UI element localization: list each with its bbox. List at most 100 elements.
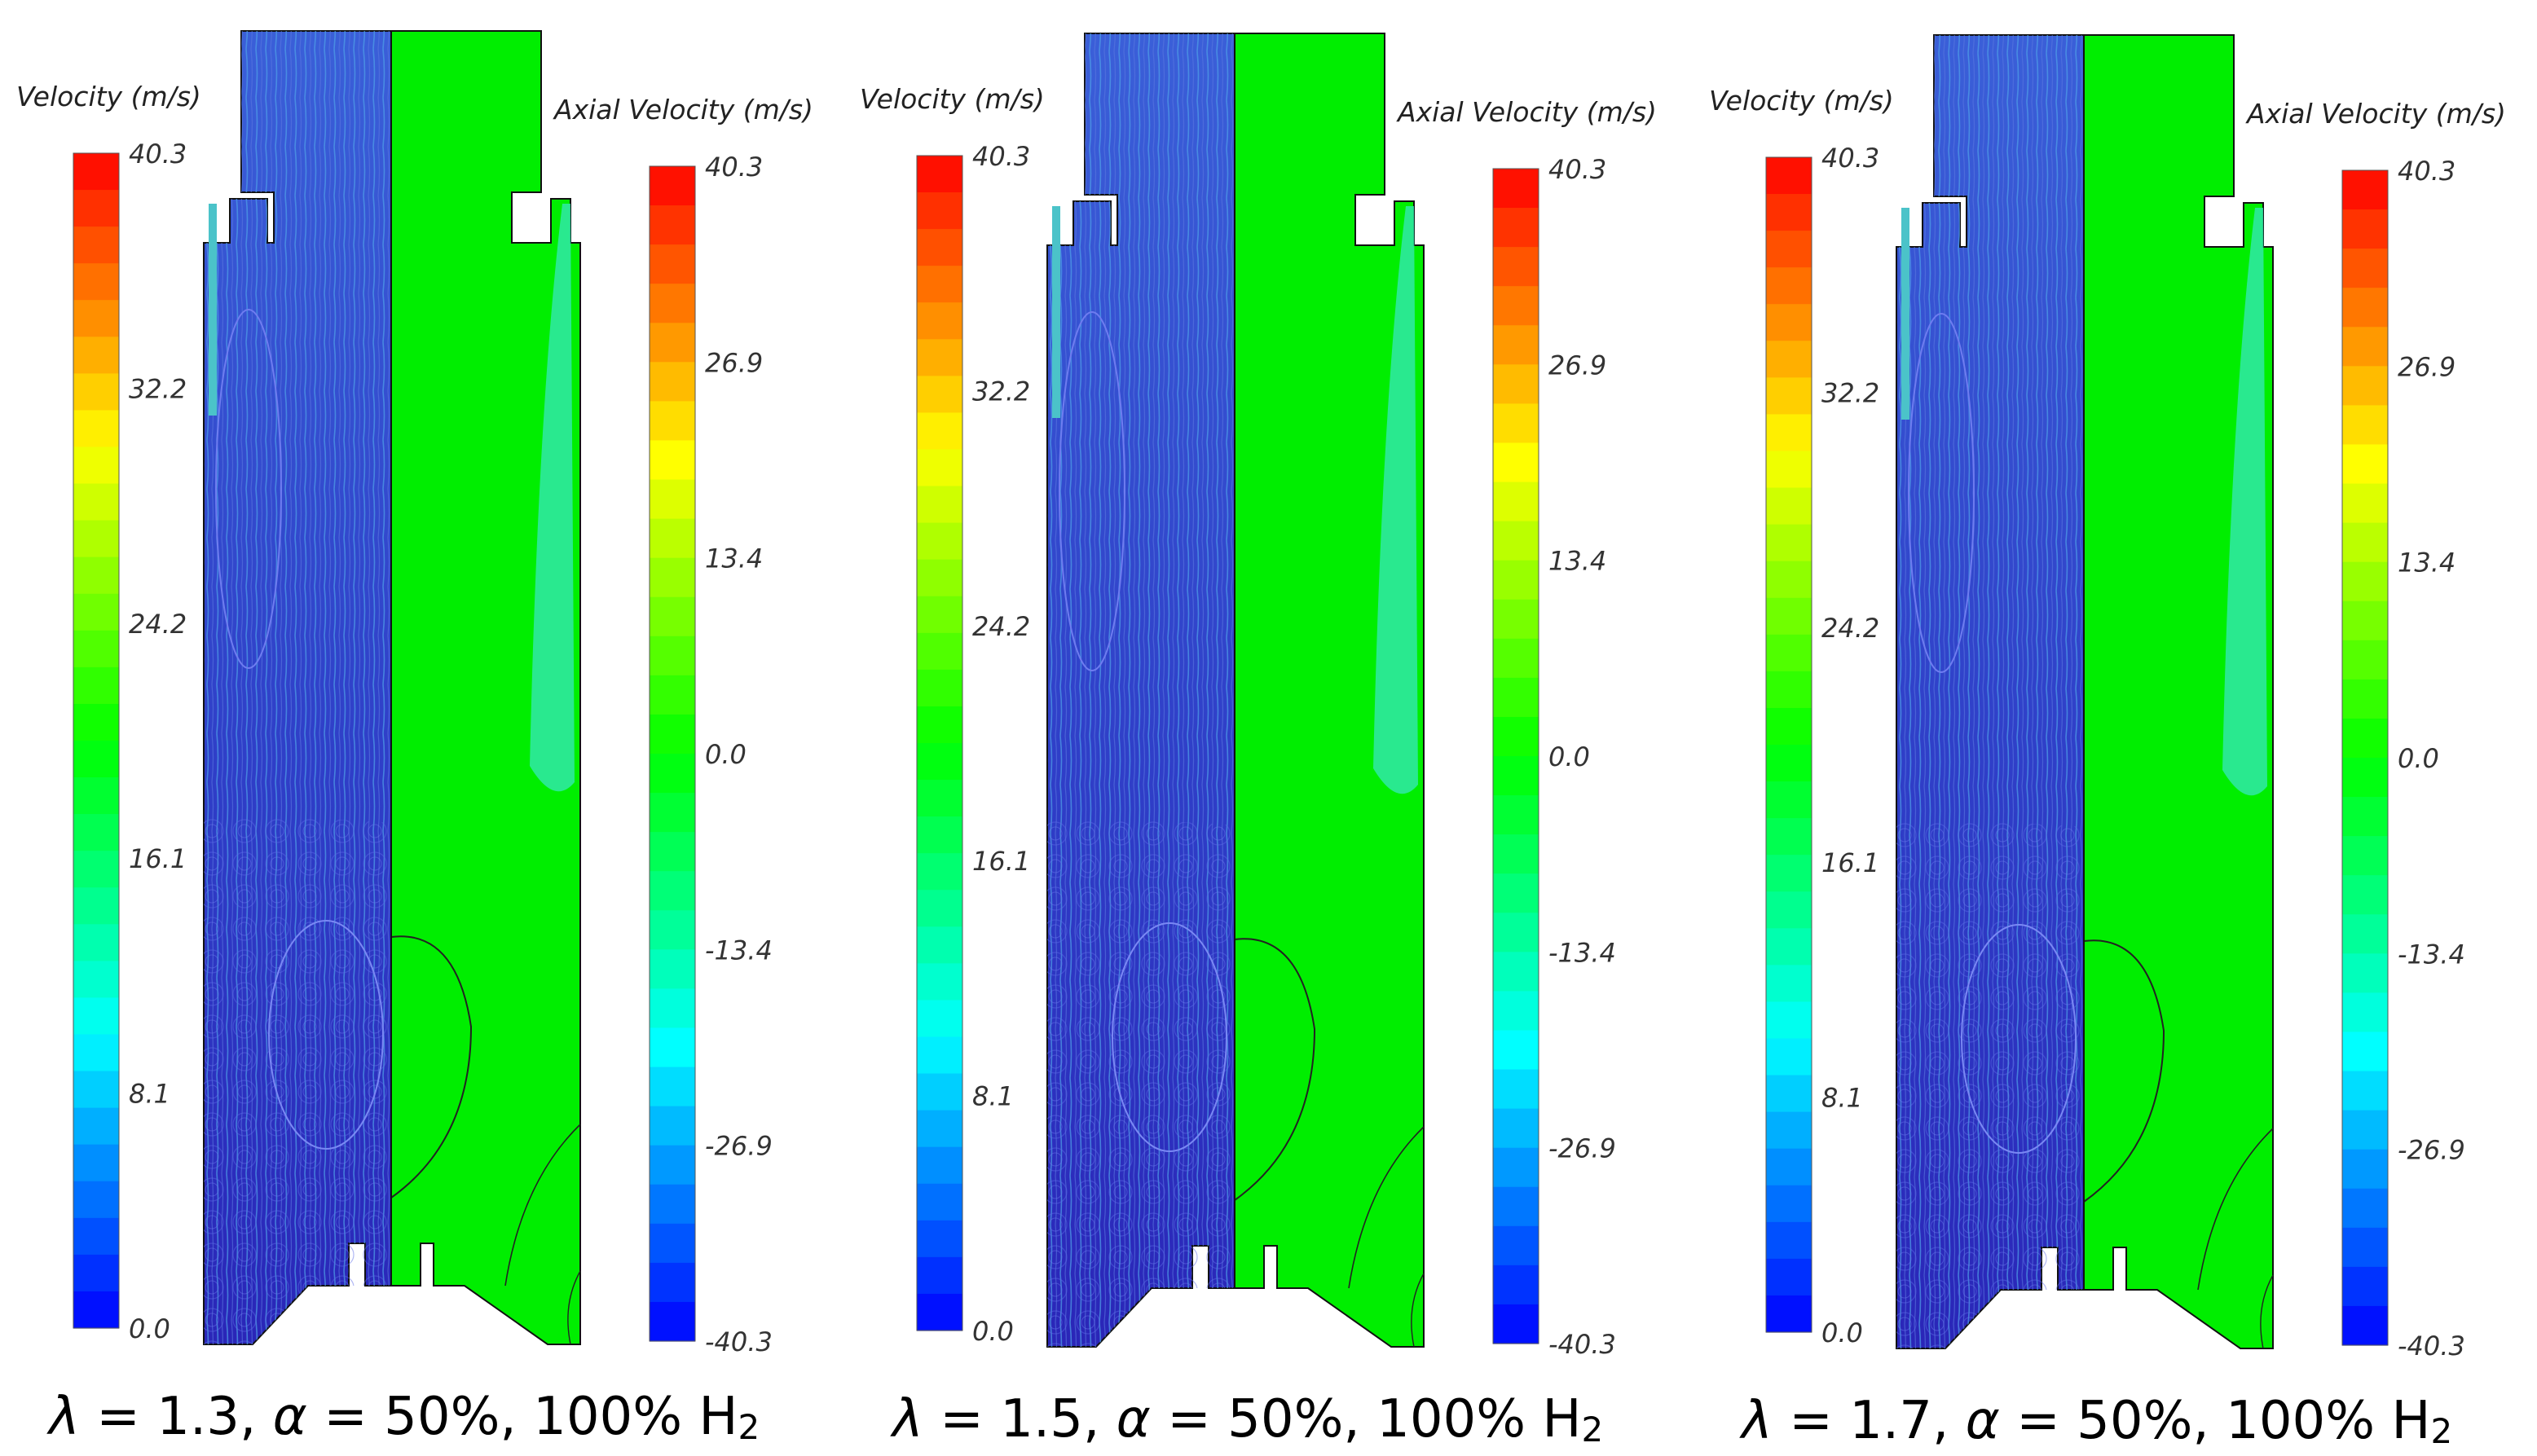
recirculation-zone [1896,819,2084,1348]
recirculation-zone [204,815,391,1344]
axial-color-bar: 40.3 26.9 13.4 0.0 -13.4 -26.9 -40.3 [649,152,773,1357]
velocity-color-bin [73,520,119,558]
axial-color-bin [650,362,695,402]
velocity-color-bin [1766,634,1812,672]
velocity-color-bin [917,302,962,340]
velocity-color-bin [1766,524,1812,562]
axial-color-bin [650,1262,695,1303]
velocity-color-bin [917,963,962,1001]
axial-color-bin [2342,522,2388,563]
axial-color-bin [1493,482,1539,522]
axial-color-bin [2342,327,2388,367]
axial-color-bin [1493,638,1539,679]
velocity-color-bin [73,1291,119,1329]
axial-color-bin [650,518,695,559]
velocity-color-bin [917,449,962,487]
velocity-color-bin [73,337,119,374]
velocity-color-bin [917,229,962,266]
axial-color-bin [1493,364,1539,404]
velocity-tick-label: 0.0 [1821,1317,1863,1348]
corner-contour [1411,1273,1425,1348]
axial-color-bin [1493,442,1539,483]
velocity-tick-label: 8.1 [972,1081,1014,1112]
velocity-color-bin [1766,1295,1812,1333]
velocity-color-bin [1766,855,1812,892]
velocity-color-bin [1766,451,1812,489]
axial-color-bin [1493,169,1539,209]
axial-color-bin [1493,677,1539,718]
velocity-color-bin [73,227,119,264]
velocity-color-bin [917,743,962,781]
velocity-color-bin [73,1144,119,1182]
velocity-color-bin [73,741,119,778]
velocity-color-bin [917,1293,962,1331]
axial-color-bin [1493,756,1539,796]
velocity-color-bin [1766,561,1812,599]
axial-color-bin [650,754,695,794]
axial-color-bar: 40.3 26.9 13.4 0.0 -13.4 -26.9 -40.3 [2341,156,2465,1361]
axial-velocity-domain [1234,33,1425,1348]
axial-color-bin [1493,599,1539,640]
axial-color-bin [2342,992,2388,1033]
axial-tick-label: -13.4 [1548,937,1616,968]
streamline-half [1046,33,1235,1348]
velocity-color-bin [917,376,962,414]
velocity-color-bin [1766,707,1812,746]
axial-color-bin [2342,561,2388,602]
vortex-core-lower [1112,922,1227,1152]
axial-color-bin [650,1223,695,1264]
axial-color-bin [2342,444,2388,485]
velocity-color-bar-frame [1765,156,1812,1333]
velocity-color-bin [917,669,962,707]
axial-color-bin [650,871,695,911]
velocity-tick-label: 16.1 [1821,847,1879,878]
velocity-tick-label: 0.0 [972,1316,1014,1347]
velocity-tick-label: 16.1 [129,843,187,874]
axial-velocity-scale-title: Axial Velocity (m/s) [553,94,813,125]
velocity-color-bin [917,1110,962,1148]
velocity-color-bin [1766,487,1812,526]
velocity-color-bin [73,1181,119,1219]
velocity-color-bin [73,153,119,191]
axial-tick-label: 0.0 [705,739,747,770]
velocity-color-bin [1766,928,1812,966]
caption-sub: 2 [1582,1410,1604,1449]
velocity-tick-label: 24.2 [129,609,187,640]
caption-lambda: λ [890,1389,923,1449]
axial-color-bin [650,479,695,520]
fuel-jet-left [1052,206,1060,418]
axial-color-bar-frame [649,165,696,1342]
axial-color-bin [650,440,695,481]
axial-color-bin [650,793,695,833]
velocity-color-bin [73,593,119,631]
velocity-color-bin [1766,1185,1812,1223]
caption-mid: = 1.3, [80,1387,273,1447]
velocity-color-bin [73,666,119,705]
axial-tick-label: 13.4 [705,543,763,574]
caption-lambda: λ [46,1387,80,1447]
panel-2: Velocity (m/s) 40.3 32.2 24.2 16.1 8.1 0.0 Axia… [860,33,1657,1449]
axial-color-bin [650,949,695,989]
velocity-color-bin [1766,194,1812,231]
axial-color-bar-frame [2341,169,2389,1346]
axial-color-bin [1493,1225,1539,1266]
axial-color-bin [2342,249,2388,288]
axial-color-bin [2342,1149,2388,1190]
axial-tick-label: 26.9 [1548,350,1606,380]
axial-color-bin [2342,914,2388,954]
axial-color-bin [1493,521,1539,561]
velocity-color-bin [1766,965,1812,1003]
axial-color-bin [1493,795,1539,835]
axial-color-bin [650,675,695,715]
velocity-color-bin [73,1071,119,1109]
velocity-color-bin [917,1256,962,1295]
velocity-color-bin [917,486,962,524]
velocity-color-bin [73,887,119,925]
axial-color-bin [1493,1030,1539,1071]
vortex-core-upper [215,309,282,669]
velocity-color-bin [1766,781,1812,819]
axial-velocity-half [390,30,581,1345]
axial-color-bin [1493,560,1539,600]
velocity-color-bin [1766,1038,1812,1076]
velocity-color-bin [1766,1221,1812,1260]
